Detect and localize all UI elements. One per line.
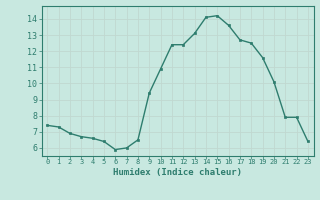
X-axis label: Humidex (Indice chaleur): Humidex (Indice chaleur) (113, 168, 242, 177)
